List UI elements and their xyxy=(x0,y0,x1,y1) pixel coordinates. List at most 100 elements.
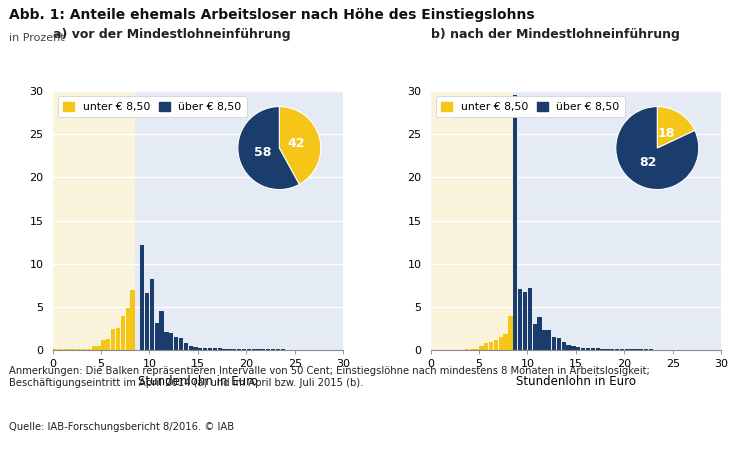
Bar xyxy=(513,96,518,350)
Bar xyxy=(111,329,115,350)
Bar xyxy=(610,349,615,350)
Bar xyxy=(237,349,241,350)
Text: Quelle: IAB-Forschungsbericht 8/2016. © IAB: Quelle: IAB-Forschungsbericht 8/2016. © … xyxy=(9,422,234,432)
Bar xyxy=(53,349,57,350)
Bar xyxy=(291,349,294,350)
Bar xyxy=(169,333,174,350)
Bar xyxy=(271,349,275,350)
Bar xyxy=(528,288,532,350)
Legend: unter € 8,50, über € 8,50: unter € 8,50, über € 8,50 xyxy=(58,96,247,117)
Bar xyxy=(91,346,96,350)
Bar xyxy=(566,345,571,350)
Bar xyxy=(131,290,134,350)
Bar xyxy=(145,293,149,350)
Bar xyxy=(218,348,222,350)
Bar xyxy=(542,330,547,350)
Bar xyxy=(615,349,619,350)
Bar xyxy=(474,349,479,350)
Bar xyxy=(232,349,237,350)
Bar xyxy=(431,91,513,350)
Bar xyxy=(285,349,290,350)
Bar xyxy=(256,349,261,350)
Legend: unter € 8,50, über € 8,50: unter € 8,50, über € 8,50 xyxy=(436,96,625,117)
Bar xyxy=(212,348,217,350)
Bar xyxy=(489,342,493,350)
Bar xyxy=(658,349,663,350)
Bar xyxy=(266,349,270,350)
Bar xyxy=(227,349,231,350)
Bar xyxy=(586,348,590,350)
Bar xyxy=(82,349,86,350)
Bar xyxy=(620,349,624,350)
Bar xyxy=(140,245,145,350)
Bar xyxy=(523,292,527,350)
Bar xyxy=(547,329,551,350)
Bar xyxy=(561,342,566,350)
Bar xyxy=(179,338,183,350)
Bar xyxy=(508,316,512,350)
Bar xyxy=(96,346,101,350)
Bar xyxy=(469,349,474,350)
Bar xyxy=(649,349,653,350)
Bar xyxy=(629,349,634,350)
Bar xyxy=(644,349,648,350)
Bar xyxy=(504,334,508,350)
Bar xyxy=(242,349,246,350)
Bar xyxy=(53,91,135,350)
Bar xyxy=(493,340,498,350)
Text: Abb. 1: Anteile ehemals Arbeitsloser nach Höhe des Einstiegslohns: Abb. 1: Anteile ehemals Arbeitsloser nac… xyxy=(9,8,534,22)
Bar xyxy=(484,344,488,350)
Bar xyxy=(164,332,169,350)
Bar xyxy=(552,337,556,350)
Bar xyxy=(499,338,503,350)
Bar xyxy=(576,347,580,350)
Bar xyxy=(72,349,77,350)
Bar xyxy=(63,349,67,350)
Bar xyxy=(208,348,212,350)
Text: a) vor der Mindestlohneinführung: a) vor der Mindestlohneinführung xyxy=(53,28,291,41)
Bar xyxy=(639,349,643,350)
Bar xyxy=(58,349,62,350)
Bar xyxy=(634,349,639,350)
Bar xyxy=(572,346,575,350)
Bar xyxy=(295,349,299,350)
Bar xyxy=(625,349,629,350)
Bar xyxy=(155,323,159,350)
Bar xyxy=(120,316,125,350)
Bar xyxy=(116,329,120,350)
Bar xyxy=(106,339,110,350)
Bar xyxy=(174,337,178,350)
Bar xyxy=(276,349,280,350)
X-axis label: Stundenlohn in Euro: Stundenlohn in Euro xyxy=(138,375,258,388)
Bar xyxy=(199,348,202,350)
Text: b) nach der Mindestlohneinführung: b) nach der Mindestlohneinführung xyxy=(431,28,680,41)
Bar xyxy=(87,349,91,350)
Bar xyxy=(518,289,522,350)
Bar xyxy=(247,349,251,350)
Bar xyxy=(664,349,668,350)
Bar xyxy=(252,349,256,350)
Bar xyxy=(557,338,561,350)
Bar xyxy=(126,308,130,350)
Bar xyxy=(188,346,193,350)
Bar xyxy=(280,349,285,350)
Bar xyxy=(596,348,600,350)
Bar xyxy=(223,349,227,350)
Bar xyxy=(600,349,604,350)
Bar xyxy=(605,349,610,350)
Bar xyxy=(159,311,164,350)
Bar xyxy=(77,349,81,350)
Bar xyxy=(184,344,188,350)
Bar xyxy=(193,347,198,350)
Bar xyxy=(203,348,207,350)
Bar xyxy=(591,348,595,350)
Bar xyxy=(480,346,483,350)
Text: in Prozent: in Prozent xyxy=(9,33,64,43)
Bar xyxy=(150,278,154,350)
Bar xyxy=(653,349,658,350)
X-axis label: Stundenlohn in Euro: Stundenlohn in Euro xyxy=(516,375,636,388)
Bar xyxy=(67,349,72,350)
Text: Anmerkungen: Die Balken repräsentieren Intervalle von 50 Cent; Einstiegslöhne na: Anmerkungen: Die Balken repräsentieren I… xyxy=(9,366,650,388)
Bar xyxy=(465,349,469,350)
Bar xyxy=(537,318,542,350)
